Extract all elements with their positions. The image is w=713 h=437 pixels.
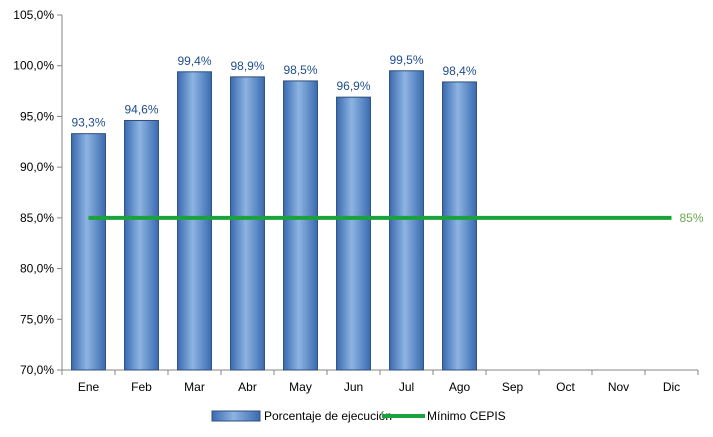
x-tick-label: Mar xyxy=(184,380,205,394)
y-tick-label: 75,0% xyxy=(20,312,54,326)
x-tick-label: Sep xyxy=(502,380,524,394)
x-tick-label: Feb xyxy=(131,380,152,394)
y-tick-label: 80,0% xyxy=(20,262,54,276)
bar xyxy=(283,80,318,371)
bars xyxy=(71,70,477,371)
bar-data-label: 99,4% xyxy=(177,54,211,68)
x-tick-label: May xyxy=(289,380,312,394)
legend-bar-swatch xyxy=(211,410,261,422)
bar-data-label: 98,5% xyxy=(283,63,317,77)
y-tick-label: 105,0% xyxy=(13,8,54,22)
y-tick-label: 100,0% xyxy=(13,59,54,73)
x-tick-label: Ago xyxy=(449,380,471,394)
bar xyxy=(177,71,212,371)
x-tick-label: Abr xyxy=(238,380,257,394)
bar-data-label: 98,4% xyxy=(442,64,476,78)
x-tick-label: Jul xyxy=(399,380,414,394)
y-tick-label: 95,0% xyxy=(20,109,54,123)
legend: Porcentaje de ejecución Mínimo CEPIS xyxy=(211,409,506,423)
bar xyxy=(336,96,371,371)
bar xyxy=(71,133,106,371)
bar xyxy=(230,76,265,371)
bar xyxy=(442,81,477,371)
bar-data-label: 98,9% xyxy=(230,59,264,73)
x-tick-label: Nov xyxy=(608,380,629,394)
y-tick-label: 90,0% xyxy=(20,160,54,174)
x-tick-label: Oct xyxy=(556,380,575,394)
bar-data-label: 96,9% xyxy=(336,79,370,93)
bar-data-label: 94,6% xyxy=(124,102,158,116)
legend-bar-label: Porcentaje de ejecución xyxy=(264,409,392,423)
bar xyxy=(124,119,159,371)
y-tick-label: 85,0% xyxy=(20,211,54,225)
legend-line-label: Mínimo CEPIS xyxy=(427,409,506,423)
x-tick-label: Dic xyxy=(663,380,680,394)
axes: 70,0% 75,0% 80,0% 85,0% 90,0% 95,0% 100,0% 105,… xyxy=(13,8,699,394)
bar-data-label: 93,3% xyxy=(71,116,105,130)
bar xyxy=(389,70,424,371)
y-tick-label: 70,0% xyxy=(20,363,54,377)
bar-data-label: 99,5% xyxy=(389,53,423,67)
data-labels: 93,3% 94,6% 99,4% 98,9% 98,5% 96,9% 99,5% 98,4%… xyxy=(71,53,703,225)
x-tick-label: Jun xyxy=(344,380,363,394)
x-tick-label: Ene xyxy=(78,380,100,394)
minimum-line-label: 85% xyxy=(680,211,704,225)
